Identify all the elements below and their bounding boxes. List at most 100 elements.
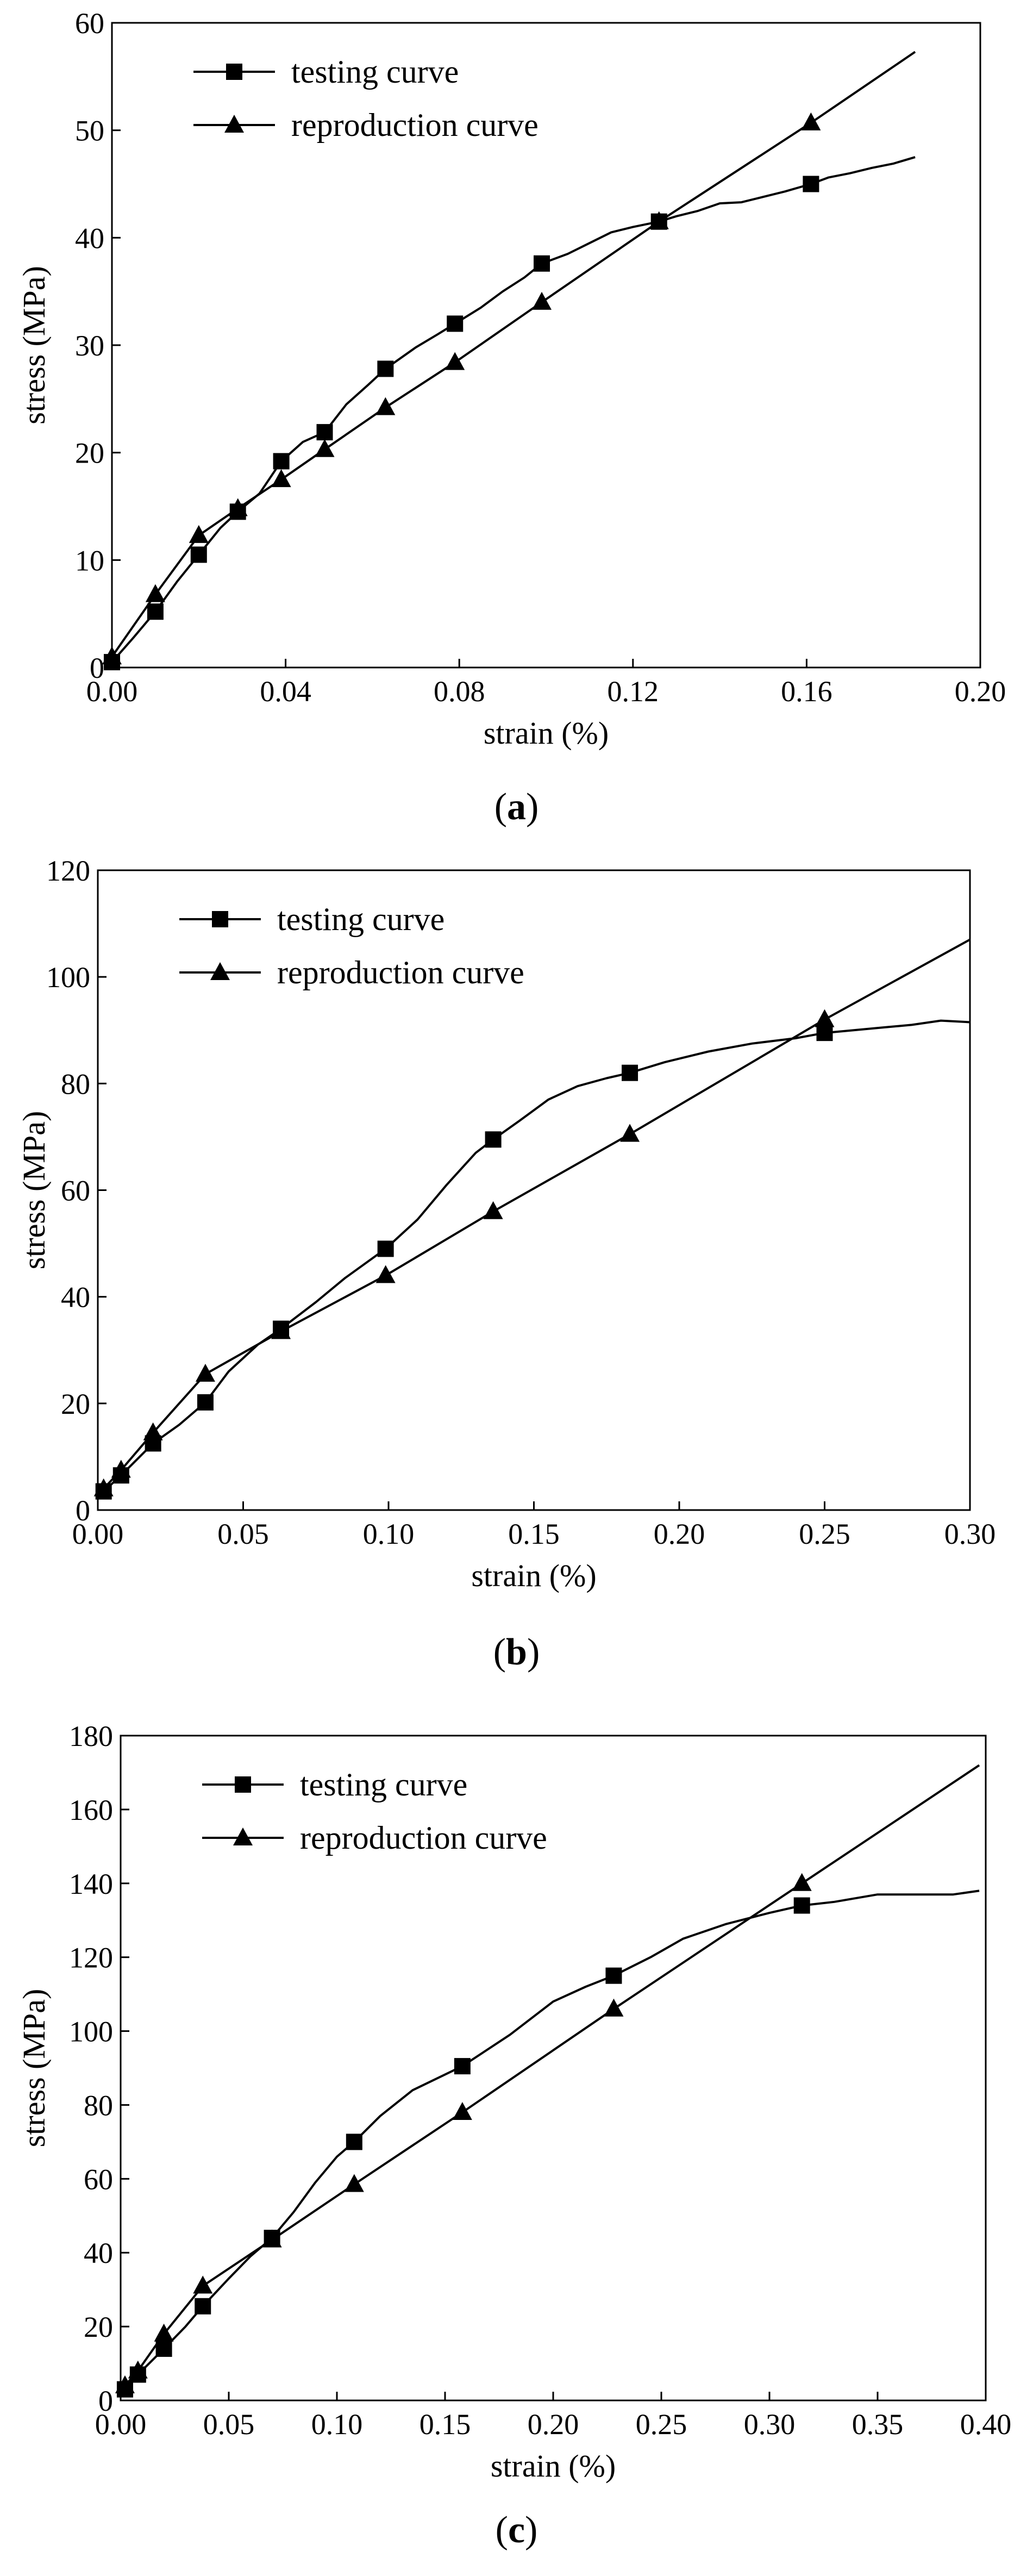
x-tick-label: 0.04 (260, 675, 311, 708)
x-tick-label: 0.40 (960, 2408, 1012, 2441)
data-point-triangle (815, 1009, 835, 1027)
legend-label-1: testing curve (277, 901, 444, 937)
y-tick-label: 60 (84, 2163, 113, 2195)
x-axis-title: strain (%) (491, 2448, 616, 2484)
y-tick-label: 20 (75, 437, 104, 470)
data-point-triangle (445, 352, 465, 370)
y-axis-title: stress (MPa) (16, 1989, 52, 2148)
series-line-2 (111, 51, 916, 658)
y-tick-label: 80 (61, 1068, 90, 1100)
x-tick-label: 0.15 (420, 2408, 471, 2441)
series-line-1 (111, 156, 916, 663)
y-tick-label: 60 (75, 7, 104, 40)
data-point-square (803, 176, 819, 192)
x-tick-label: 0.10 (311, 2408, 363, 2441)
data-point-square (816, 1025, 833, 1041)
legend-marker-triangle (224, 115, 244, 133)
x-tick-label: 0.20 (528, 2408, 579, 2441)
data-point-triangle (315, 439, 335, 457)
data-point-triangle (344, 2174, 364, 2192)
data-point-square (147, 603, 164, 620)
data-point-triangle (193, 2275, 213, 2294)
data-point-triangle (375, 1265, 396, 1283)
data-point-square (377, 360, 394, 377)
data-point-square (273, 453, 290, 470)
legend-marker-triangle (233, 1827, 253, 1845)
legend-marker-square (212, 911, 228, 927)
y-tick-label: 60 (61, 1175, 90, 1207)
caption-b: (b) (0, 1631, 1033, 1674)
plot-frame (120, 1735, 987, 2402)
x-tick-label: 0.20 (654, 1518, 705, 1550)
y-tick-label: 10 (75, 544, 104, 577)
caption-a-letter: a (507, 786, 526, 828)
x-tick-label: 0.25 (799, 1518, 850, 1550)
series-line-2 (103, 938, 971, 1490)
legend-label-2: reproduction curve (300, 1820, 547, 1856)
plot-frame (97, 869, 971, 1511)
chart-panel-2: 0.00 0.05 0.10 0.15 0.20 0.25 0.30 0 20 40 60 80 100… (16, 854, 996, 1593)
data-point-triangle (620, 1124, 640, 1142)
y-tick-label: 180 (69, 1720, 113, 1752)
y-tick-label: 100 (69, 2016, 113, 2048)
plot-frame (111, 22, 981, 669)
data-point-triangle (115, 2375, 135, 2393)
x-tick-label: 0.00 (72, 1518, 124, 1550)
caption-b-close: ) (527, 1631, 540, 1673)
y-tick-label: 100 (46, 961, 90, 994)
chart-panel-3: 0.00 0.05 0.10 0.15 0.20 0.25 0.30 0.35 0.40 0 20 4… (16, 1720, 1011, 2484)
y-tick-label: 140 (69, 1868, 113, 1900)
x-tick-label: 0.25 (636, 2408, 687, 2441)
y-tick-label: 0 (98, 2385, 113, 2417)
legend-marker-square (235, 1776, 251, 1793)
series-line-1 (124, 1889, 980, 2390)
data-point-square (454, 2058, 471, 2075)
data-point-triangle (195, 1363, 215, 1382)
x-tick-label: 0.20 (955, 675, 1006, 708)
x-tick-label: 0.10 (363, 1518, 415, 1550)
caption-a: (a) (0, 785, 1033, 829)
data-point-square (447, 315, 464, 332)
data-point-square (197, 1394, 214, 1411)
x-tick-label: 0.00 (86, 675, 138, 708)
data-point-triangle (228, 498, 248, 516)
y-tick-label: 0 (76, 1494, 90, 1527)
caption-a-close: ) (526, 786, 539, 828)
data-point-triangle (271, 469, 291, 488)
x-tick-label: 0.30 (944, 1518, 996, 1550)
y-tick-label: 20 (84, 2311, 113, 2343)
legend-marker-triangle (210, 962, 230, 980)
data-point-triangle (93, 1478, 114, 1496)
data-point-triangle (102, 646, 122, 665)
y-tick-label: 120 (46, 854, 90, 887)
y-tick-label: 120 (69, 1942, 113, 1974)
data-point-triangle (189, 525, 209, 543)
x-axis-title: strain (%) (484, 715, 609, 751)
data-point-triangle (801, 112, 821, 130)
data-point-triangle (111, 1459, 131, 1478)
y-tick-label: 40 (61, 1281, 90, 1314)
y-tick-label: 40 (84, 2237, 113, 2269)
y-tick-label: 160 (69, 1794, 113, 1826)
x-tick-label: 0.05 (217, 1518, 269, 1550)
data-point-square (195, 2298, 211, 2315)
data-point-triangle (145, 584, 165, 602)
data-point-triangle (375, 397, 396, 415)
x-tick-label: 0.30 (744, 2408, 796, 2441)
caption-c: (c) (0, 2509, 1033, 2552)
x-tick-label: 0.05 (203, 2408, 255, 2441)
data-point-square (605, 1967, 622, 1984)
x-tick-label: 0.16 (781, 675, 832, 708)
data-point-triangle (792, 1873, 812, 1891)
legend-label-1: testing curve (300, 1767, 467, 1802)
data-point-triangle (604, 1998, 624, 2017)
y-axis-title: stress (MPa) (16, 266, 52, 425)
data-point-square (622, 1064, 638, 1081)
data-point-triangle (262, 2229, 282, 2248)
legend-marker-square (226, 64, 242, 80)
y-axis-title: stress (MPa) (16, 1111, 52, 1270)
caption-b-letter: b (506, 1631, 527, 1673)
legend-label-1: testing curve (291, 54, 459, 90)
x-tick-label: 0.12 (608, 675, 659, 708)
y-tick-label: 0 (90, 652, 104, 684)
